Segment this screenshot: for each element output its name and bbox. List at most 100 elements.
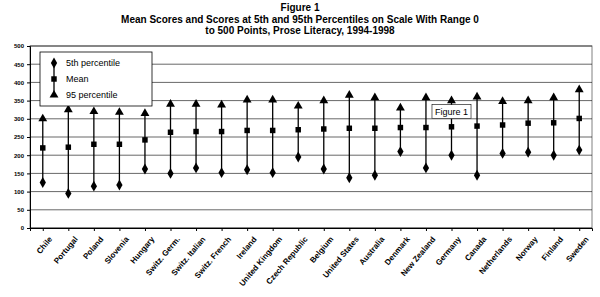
marker-diamond <box>423 163 429 174</box>
marker-square <box>270 128 275 133</box>
marker-triangle <box>294 101 303 109</box>
marker-diamond <box>321 164 327 175</box>
marker-square <box>551 120 556 125</box>
x-tick: Slovenia <box>103 228 131 266</box>
legend-box <box>40 52 152 106</box>
y-tick: 100 <box>14 189 30 195</box>
y-tick: 50 <box>17 207 30 213</box>
marker-diamond <box>499 148 505 159</box>
marker-square <box>576 116 581 121</box>
marker-diamond <box>551 150 557 161</box>
title: Figure 1 <box>281 2 320 13</box>
x-tick-label: Czech Republic <box>265 234 311 286</box>
range-line <box>68 110 69 194</box>
y-tick-label: 500 <box>14 43 25 49</box>
y-tick-label: 350 <box>14 98 25 104</box>
x-tick-label: Australia <box>357 234 386 266</box>
marker-triangle <box>268 95 277 103</box>
marker-diamond <box>65 188 71 199</box>
marker-square <box>372 126 377 131</box>
x-tick-mark <box>579 228 580 231</box>
range-line <box>323 101 324 169</box>
y-tick-label: 400 <box>14 80 25 86</box>
x-tick: Canada <box>463 228 489 263</box>
marker-diamond <box>397 146 403 157</box>
x-tick-mark <box>196 228 197 231</box>
x-tick: Ireland <box>235 228 259 261</box>
y-tick-label: 200 <box>14 153 25 159</box>
x-tick: New Zealand <box>399 228 437 278</box>
title-block: Figure 1Mean Scores and Scores at 5th an… <box>121 2 479 36</box>
marker-diamond <box>295 152 301 163</box>
x-tick-label: Netherlands <box>477 234 514 276</box>
y-tick-mark <box>27 155 30 156</box>
x-axis-line <box>31 229 593 232</box>
x-tick-mark <box>324 228 325 231</box>
marker-diamond <box>448 150 454 161</box>
marker-triangle <box>345 90 354 98</box>
marker-triangle <box>89 106 98 114</box>
x-tick-mark <box>247 228 248 231</box>
y-tick: 300 <box>14 116 30 122</box>
marker-triangle <box>422 93 431 101</box>
x-tick-label: Ireland <box>235 235 259 261</box>
x-tick-mark <box>222 228 223 231</box>
y-tick: 400 <box>14 80 30 86</box>
x-tick-mark <box>171 228 172 231</box>
subtitle: to 500 Points, Prose Literacy, 1994-1998 <box>205 25 395 36</box>
x-tick-mark <box>349 228 350 231</box>
x-tick-label: New Zealand <box>399 235 437 278</box>
marker-square <box>91 142 96 147</box>
range-line <box>476 97 477 175</box>
marker-diamond <box>525 147 531 158</box>
x-tick-mark <box>528 228 529 231</box>
range-line <box>425 98 426 168</box>
range-line <box>272 100 273 173</box>
marker-diamond <box>576 145 582 156</box>
marker-square <box>193 129 198 134</box>
x-tick-label: Switz. French <box>193 235 233 280</box>
x-tick-label: Poland <box>81 235 105 261</box>
annotation-box <box>432 105 471 119</box>
grid-line <box>30 46 592 47</box>
y-tick-label: 50 <box>17 207 24 213</box>
x-tick-mark <box>68 228 69 231</box>
x-tick-label: Chile <box>35 234 55 255</box>
x-tick-mark <box>477 228 478 231</box>
marker-diamond <box>91 181 97 192</box>
legend: 5th percentileMean95 percentile <box>40 52 152 106</box>
marker-diamond <box>474 170 480 181</box>
marker-square <box>525 120 530 125</box>
plot-frame <box>30 46 592 228</box>
marker-triangle <box>498 96 507 104</box>
x-tick: Czech Republic <box>265 228 311 286</box>
x-tick: Germany <box>434 228 464 267</box>
y-tick-mark <box>27 101 30 102</box>
range-line <box>527 101 528 153</box>
marker-square <box>40 145 45 150</box>
y-axis: 050100150200250300350400450500 <box>14 43 31 231</box>
marker-diamond <box>40 177 46 188</box>
legend-marker <box>51 58 57 69</box>
x-tick: Belgium <box>308 228 335 265</box>
x-tick-label: Germany <box>434 234 464 267</box>
marker-diamond <box>116 180 122 191</box>
range-line <box>374 98 375 176</box>
grid <box>30 46 592 228</box>
x-tick-mark <box>94 228 95 231</box>
x-tick: Poland <box>81 228 105 261</box>
marker-diamond <box>244 164 250 175</box>
x-tick: Chile <box>35 228 55 256</box>
x-tick-mark <box>426 228 427 231</box>
marker-square <box>244 128 249 133</box>
marker-triangle <box>217 100 226 108</box>
marker-triangle <box>549 93 558 101</box>
x-tick-label: Canada <box>463 234 489 262</box>
legend-marker <box>51 76 56 81</box>
legend-marker <box>50 90 59 98</box>
y-tick: 500 <box>14 43 30 49</box>
marker-square <box>117 142 122 147</box>
marker-square <box>321 126 326 131</box>
x-tick: Netherlands <box>477 228 514 276</box>
marker-diamond <box>193 163 199 174</box>
